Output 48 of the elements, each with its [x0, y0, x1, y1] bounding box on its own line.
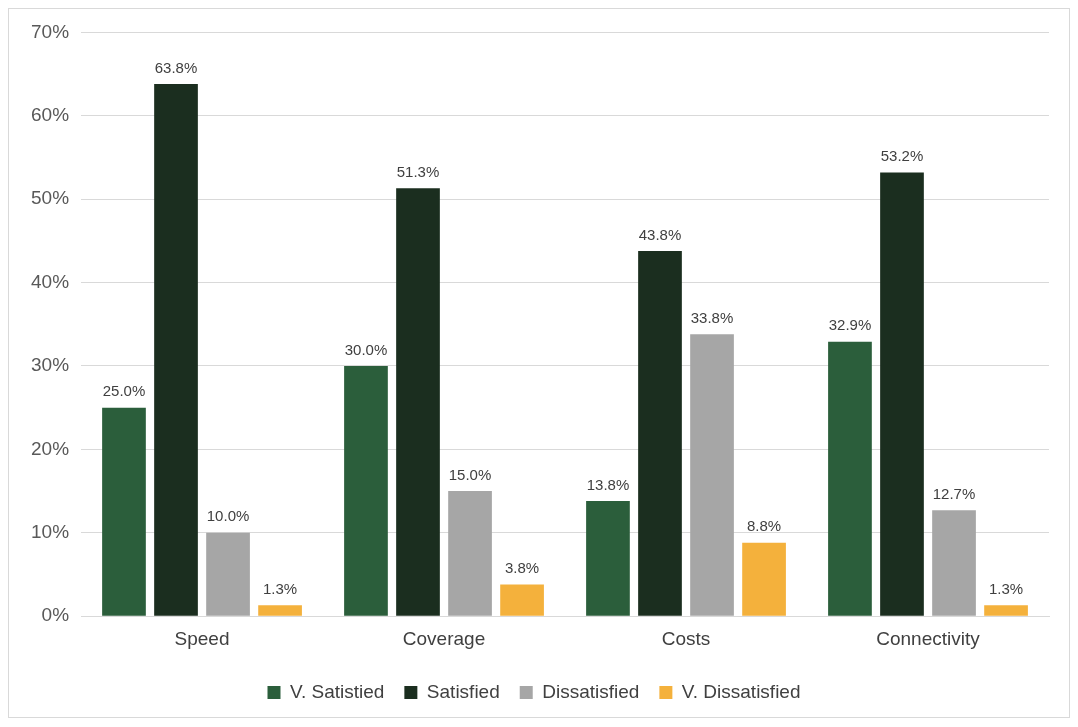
y-tick-label: 0% [41, 604, 70, 626]
data-label: 10.0% [206, 507, 250, 525]
data-label: 13.8% [586, 475, 630, 493]
legend-label: Satisfied [426, 680, 500, 702]
bar [500, 584, 544, 616]
data-label: 1.3% [988, 580, 1024, 597]
x-tick-label: Coverage [402, 627, 486, 649]
bar [638, 250, 682, 616]
bar [396, 188, 440, 616]
y-tick-label: 20% [31, 437, 70, 459]
x-tick-label: Speed [174, 627, 230, 649]
y-tick-label: 40% [31, 270, 70, 292]
data-label: 51.3% [396, 163, 440, 180]
data-label: 32.9% [828, 316, 872, 334]
bar [880, 172, 924, 616]
bar [586, 501, 630, 616]
y-tick-label: 30% [31, 354, 70, 376]
bar [984, 605, 1028, 616]
bar [258, 605, 302, 616]
y-tick-label: 10% [31, 521, 70, 543]
data-label: 15.0% [448, 465, 492, 483]
y-tick-label: 60% [31, 104, 70, 126]
data-label: 53.2% [880, 147, 924, 165]
data-label: 1.3% [262, 580, 298, 597]
y-tick-label: 70% [31, 20, 70, 42]
data-label: 12.7% [932, 484, 976, 502]
legend-label: V. Satistied [290, 680, 385, 702]
data-label: 30.0% [344, 340, 388, 358]
bar [102, 407, 146, 616]
bar [932, 510, 976, 616]
x-tick-label: Costs [661, 627, 711, 649]
bar [154, 84, 198, 616]
data-label: 63.8% [154, 58, 198, 76]
bar [742, 542, 786, 616]
bar [206, 532, 250, 616]
data-label: 33.8% [690, 308, 734, 326]
data-label: 43.8% [638, 225, 682, 243]
data-label: 25.0% [102, 382, 146, 400]
x-tick-label: Connectivity [876, 627, 981, 649]
bar [448, 491, 492, 616]
legend-label: Dissatisfied [542, 680, 640, 702]
bar [690, 334, 734, 616]
data-label: 8.8% [746, 517, 782, 535]
y-tick-label: 50% [31, 187, 70, 209]
legend-label: V. Dissatisfied [681, 680, 801, 702]
data-label: 3.8% [504, 559, 540, 577]
bar [828, 341, 872, 616]
bar [344, 366, 388, 616]
